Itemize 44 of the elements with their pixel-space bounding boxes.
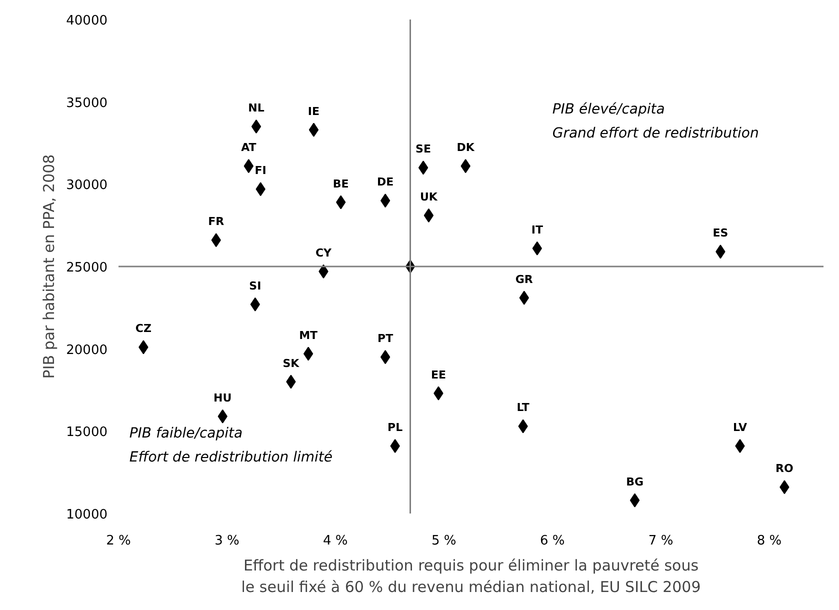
annotation: LV	[732, 420, 748, 434]
annotation: IE	[308, 104, 320, 118]
annotation: MT	[299, 328, 318, 342]
y-tick-label: 40000	[66, 14, 108, 28]
x-tick-label: 2 %	[106, 534, 131, 548]
annotation: SE	[416, 142, 431, 156]
annotation: BG	[626, 475, 644, 488]
y-tick-label: 35000	[66, 96, 108, 111]
x-tick-label: 5 %	[432, 534, 456, 548]
y-tick-label: 10000	[66, 508, 108, 522]
x-tick-label: 6 %	[540, 534, 565, 548]
annotation: PL	[388, 420, 403, 434]
annotation: IT	[531, 223, 544, 236]
x-tick-label: 4 %	[323, 534, 348, 548]
y-axis-title: PIB par habitant en PPA, 2008	[40, 154, 58, 379]
annotation: GR	[515, 272, 534, 286]
annotation: FR	[208, 215, 225, 228]
y-tick-label: 15000	[66, 425, 108, 440]
annotation: CY	[315, 246, 333, 260]
annotation: EE	[430, 368, 446, 382]
x-tick-label: 7 %	[648, 534, 674, 548]
annotation: RO	[776, 462, 794, 476]
annotation: FI	[254, 164, 266, 178]
y-tick-label: 20000	[66, 342, 108, 358]
annotation: DE	[376, 176, 394, 189]
annotation: PIB élevé/capita Grand effort de redistribution	[552, 101, 759, 142]
annotation: SK	[282, 356, 300, 370]
annotation: NL	[248, 102, 264, 115]
annotation: AT	[241, 141, 257, 154]
y-tick-label: 30000	[66, 178, 108, 194]
annotation: PT	[378, 332, 394, 346]
annotation: BE	[332, 177, 349, 190]
x-tick-label: 3 %	[214, 534, 240, 548]
x-axis-title: Effort de redistribution requis pour éliminer la pauvreté sous le seuil fixé à 60 % du revenu médian national, EU SILC 2009	[241, 556, 701, 596]
annotation: UK	[420, 190, 438, 204]
annotation: ES	[712, 226, 728, 240]
annotation: PIB faible/capita Effort de redistribution limité	[129, 426, 333, 466]
annotation: CZ	[135, 322, 152, 336]
annotation: SI	[249, 279, 262, 292]
annotation: LT	[516, 401, 530, 414]
x-tick-label: 8 %	[756, 534, 782, 548]
y-tick-label: 25000	[66, 260, 108, 276]
annotation: DK	[456, 141, 475, 154]
annotation: HU	[214, 391, 232, 404]
